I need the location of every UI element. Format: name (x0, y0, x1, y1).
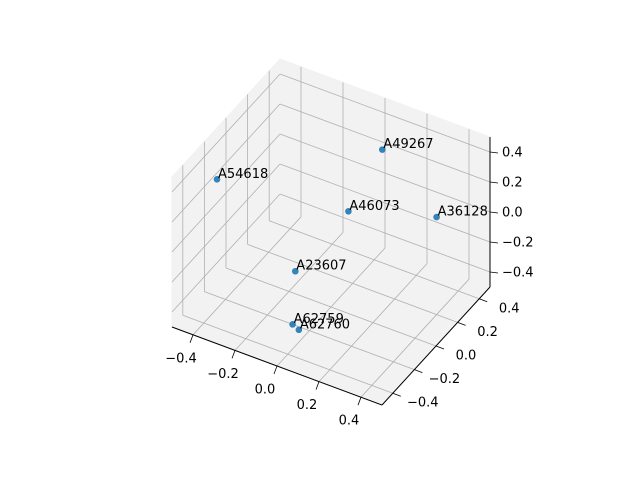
point-label: A46073 (349, 199, 399, 214)
tick-mark (273, 365, 278, 375)
point (292, 267, 299, 275)
tick-mark (479, 298, 488, 303)
grid-line (279, 103, 491, 183)
grid-line (171, 133, 281, 253)
y-tick-label: −0.2 (429, 372, 461, 387)
grid-line (171, 103, 281, 223)
tick-mark (435, 345, 445, 350)
z-tick-label: −0.4 (502, 266, 534, 281)
y-tick-label: −0.4 (407, 396, 439, 411)
tick-mark (457, 322, 466, 326)
x-tick-label: −0.4 (165, 351, 197, 366)
tick-mark (315, 381, 320, 390)
grid-line (225, 267, 437, 347)
grid-line (247, 244, 458, 323)
point-label: A36128 (438, 205, 488, 220)
tick-mark (392, 392, 401, 397)
tick-mark (489, 151, 499, 154)
tick-mark (189, 334, 194, 343)
tick-mark (414, 369, 423, 373)
point-label: A23607 (296, 259, 346, 274)
x-tick-label: 0.0 (255, 383, 276, 398)
point (295, 326, 303, 334)
grid-line (279, 163, 491, 243)
point-label: A49267 (383, 137, 433, 152)
tick-mark (489, 271, 499, 274)
point-label: A54618 (218, 167, 268, 182)
point (379, 146, 386, 153)
point-label: A62759 (294, 312, 344, 327)
point-label: A62760 (300, 317, 350, 332)
grid-line (204, 291, 415, 370)
y-tick-label: 0.0 (456, 349, 477, 364)
point (213, 175, 221, 183)
x-tick-label: 0.4 (339, 414, 360, 429)
z-tick-label: 0.0 (502, 206, 523, 221)
z-tick-label: 0.2 (502, 176, 523, 191)
grid-line (279, 193, 491, 273)
tick-mark (489, 211, 499, 214)
y-axis-line (381, 286, 491, 406)
point (289, 321, 296, 328)
tick-mark (231, 350, 236, 359)
z-tick-label: −0.2 (502, 236, 534, 251)
tick-mark (489, 181, 499, 184)
x-axis-line (171, 326, 383, 406)
tick-mark (357, 397, 362, 406)
grid-line (269, 220, 480, 300)
x-tick-label: 0.2 (297, 398, 318, 413)
grid-line (171, 73, 281, 193)
tick-mark (489, 241, 499, 244)
x-tick-label: −0.2 (207, 367, 239, 382)
grid-line (171, 193, 281, 313)
grid-line (279, 133, 491, 213)
point (433, 213, 440, 221)
point (345, 208, 352, 215)
grid-line (182, 314, 393, 394)
y-tick-label: 0.2 (477, 325, 498, 340)
z-tick-label: 0.4 (502, 146, 523, 161)
grid-line (171, 163, 281, 283)
y-tick-label: 0.4 (499, 301, 520, 316)
grid-line (279, 73, 491, 153)
